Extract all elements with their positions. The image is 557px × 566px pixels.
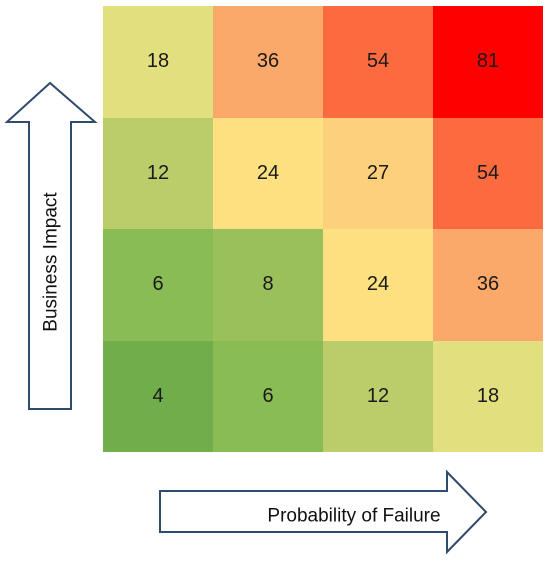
matrix-cell: 6 — [213, 340, 323, 452]
x-axis-label: Probability of Failure — [267, 506, 440, 527]
matrix-cell: 27 — [323, 117, 433, 229]
matrix-cell: 12 — [103, 117, 213, 229]
matrix-cell: 4 — [103, 340, 213, 452]
matrix-cell: 81 — [433, 6, 543, 118]
y-axis-label: Business Impact — [41, 192, 62, 332]
matrix-cell: 18 — [433, 340, 543, 452]
matrix-cell: 24 — [323, 229, 433, 341]
matrix-cell: 24 — [213, 117, 323, 229]
matrix-cell: 36 — [213, 6, 323, 118]
matrix-cell: 6 — [103, 229, 213, 341]
right-arrow-icon — [159, 469, 488, 555]
matrix-cell: 54 — [433, 117, 543, 229]
risk-matrix: 18 36 54 81 12 24 27 54 6 8 24 36 4 6 12 18 — [103, 6, 543, 452]
matrix-cell: 18 — [103, 6, 213, 118]
matrix-cell: 54 — [323, 6, 433, 118]
matrix-cell: 36 — [433, 229, 543, 341]
matrix-cell: 12 — [323, 340, 433, 452]
up-arrow-icon — [4, 81, 98, 410]
matrix-cell: 8 — [213, 229, 323, 341]
